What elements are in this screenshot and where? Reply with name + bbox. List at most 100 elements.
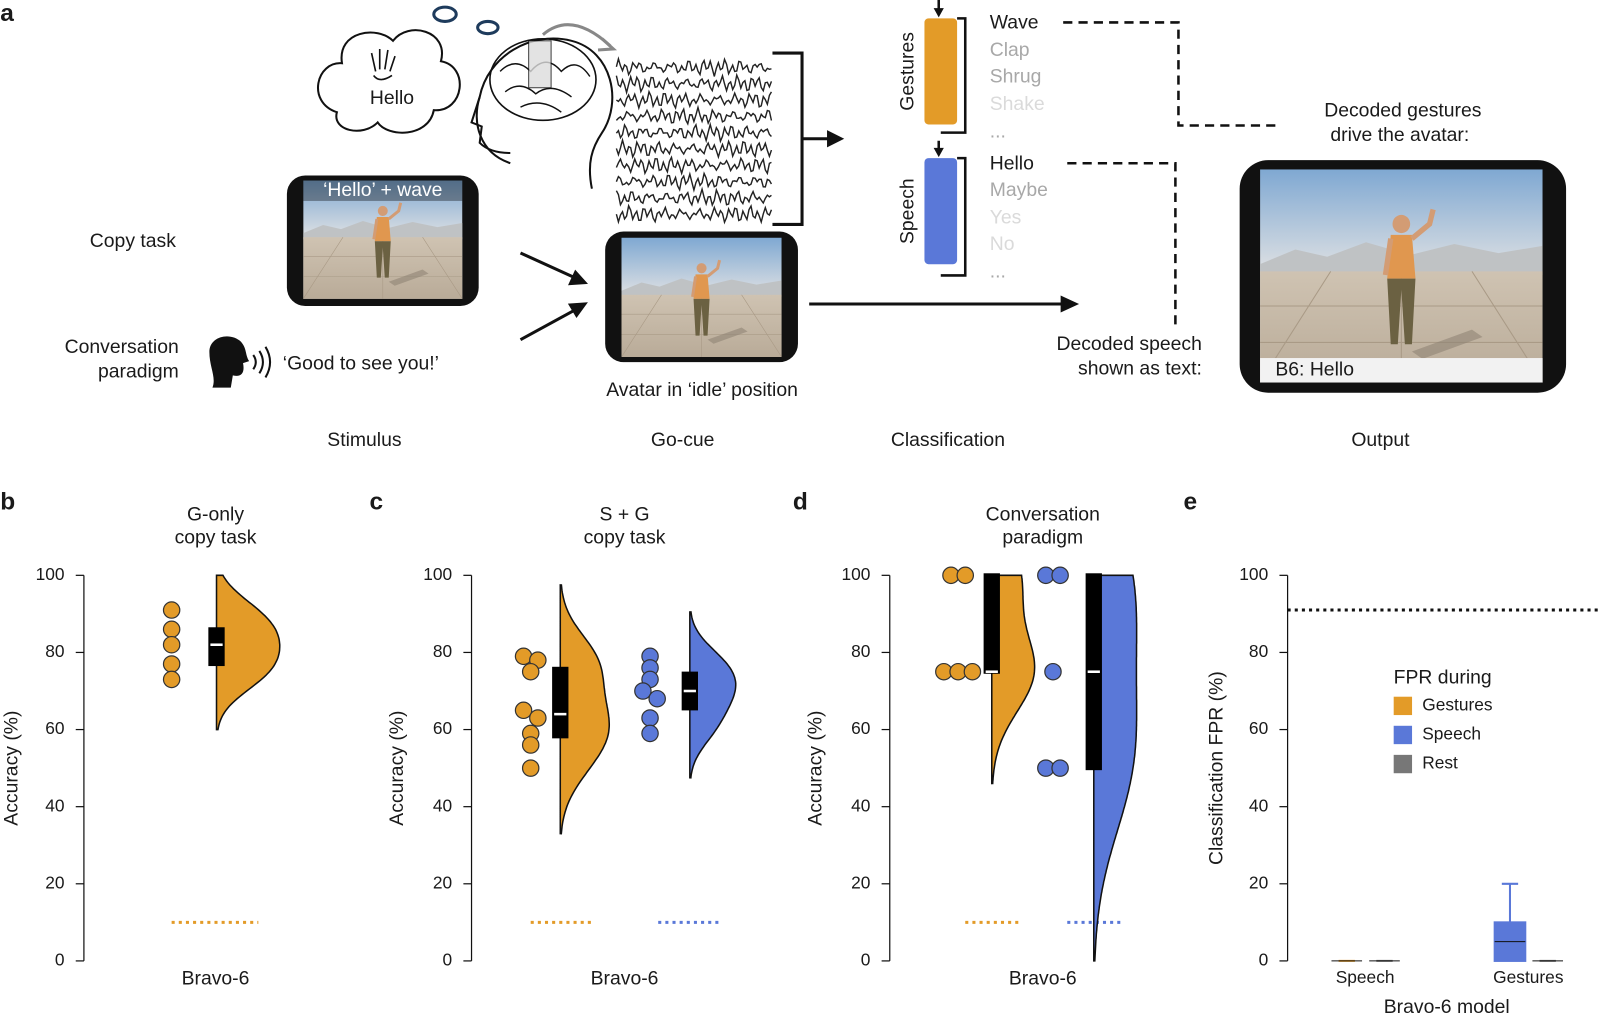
panel-letter: e bbox=[1184, 488, 1198, 515]
data-point bbox=[1044, 662, 1062, 681]
x-tick-label: Speech bbox=[1336, 967, 1395, 987]
go-cue-caption: Avatar in ‘idle’ position bbox=[606, 379, 798, 401]
signal-trace bbox=[615, 186, 772, 208]
copy-stimulus-caption: ‘Hello’ + wave bbox=[323, 179, 442, 201]
legend-swatch bbox=[1393, 696, 1413, 716]
neural-signals bbox=[615, 56, 773, 225]
data-point bbox=[963, 662, 982, 681]
signal-trace bbox=[615, 89, 773, 111]
conversation-label: paradigm bbox=[98, 360, 179, 382]
signal-trace bbox=[615, 137, 773, 160]
data-point bbox=[1051, 566, 1069, 585]
thought-cloud bbox=[317, 5, 500, 134]
speech-label: Speech bbox=[896, 178, 918, 244]
y-tick-label: 80 bbox=[851, 641, 870, 661]
class-label: No bbox=[990, 233, 1015, 255]
conversation-label: Conversation bbox=[65, 336, 179, 358]
signal-trace bbox=[615, 203, 773, 225]
data-point bbox=[634, 682, 652, 700]
gestures-label: Gestures bbox=[896, 32, 918, 111]
data-point bbox=[1051, 759, 1069, 777]
output-caption: B6: Hello bbox=[1275, 358, 1354, 380]
dashed-connectors bbox=[1063, 21, 1281, 329]
y-tick-label: 0 bbox=[55, 949, 65, 969]
y-tick-label: 60 bbox=[1249, 718, 1268, 738]
y-tick-label: 40 bbox=[45, 795, 64, 815]
y-tick-label: 20 bbox=[851, 872, 870, 892]
output-screen bbox=[1239, 160, 1567, 393]
data-point bbox=[162, 620, 181, 639]
chart-title: Conversation bbox=[986, 503, 1100, 525]
class-label: Maybe bbox=[990, 179, 1048, 201]
y-tick-label: 80 bbox=[1249, 641, 1268, 661]
chart-title: copy task bbox=[175, 527, 257, 549]
y-tick-label: 40 bbox=[433, 795, 452, 815]
class-label: ... bbox=[990, 121, 1006, 143]
box bbox=[208, 627, 225, 667]
y-axis-label: Accuracy (%) bbox=[804, 711, 826, 826]
conversation-stimulus: ‘Good to see you!’ bbox=[283, 352, 439, 374]
data-point bbox=[521, 662, 540, 681]
signal-trace bbox=[615, 171, 773, 193]
data-point bbox=[162, 601, 181, 619]
y-tick-label: 60 bbox=[433, 718, 452, 738]
data-point bbox=[641, 709, 659, 727]
class-label: Wave bbox=[990, 12, 1039, 34]
y-tick-label: 60 bbox=[45, 718, 64, 738]
chart-title: G-only bbox=[187, 503, 244, 525]
y-tick-label: 20 bbox=[433, 872, 452, 892]
chart-title: paradigm bbox=[1002, 527, 1083, 549]
go-cue-screen bbox=[605, 231, 798, 363]
y-tick-label: 0 bbox=[861, 949, 871, 969]
signal-bracket bbox=[772, 51, 845, 226]
x-tick-label: Bravo-6 bbox=[1009, 967, 1077, 989]
copy-stimulus-screen bbox=[286, 175, 479, 307]
y-tick-label: 0 bbox=[1259, 949, 1269, 969]
violin bbox=[1093, 574, 1138, 962]
data-point bbox=[529, 709, 547, 727]
y-tick-label: 100 bbox=[36, 564, 65, 584]
y-tick-label: 100 bbox=[423, 564, 452, 584]
box bbox=[552, 666, 569, 739]
class-label: Clap bbox=[990, 39, 1030, 61]
y-axis-label: Classification FPR (%) bbox=[1205, 671, 1227, 865]
y-tick-label: 0 bbox=[443, 949, 453, 969]
head-brain bbox=[470, 23, 618, 189]
y-tick-label: 80 bbox=[45, 641, 64, 661]
y-tick-label: 20 bbox=[45, 872, 64, 892]
copy-task-label: Copy task bbox=[90, 230, 176, 252]
class-label: Yes bbox=[990, 206, 1022, 228]
y-axis-label: Accuracy (%) bbox=[1, 711, 23, 826]
data-point bbox=[956, 566, 975, 585]
data-point bbox=[514, 701, 533, 720]
signal-trace bbox=[615, 121, 772, 144]
chart-title: copy task bbox=[584, 527, 666, 549]
class-label: Shake bbox=[990, 93, 1045, 115]
data-point bbox=[162, 655, 181, 673]
data-point bbox=[641, 724, 659, 743]
y-axis-label: Accuracy (%) bbox=[386, 711, 408, 826]
class-label: ... bbox=[990, 260, 1006, 282]
gesture-output-text: Decoded gestures bbox=[1324, 99, 1481, 121]
signal-trace bbox=[615, 56, 772, 77]
class-label: Hello bbox=[990, 152, 1034, 174]
legend-label: Speech bbox=[1422, 724, 1481, 744]
panel-letter: d bbox=[793, 488, 808, 515]
y-tick-label: 20 bbox=[1249, 872, 1268, 892]
y-tick-label: 100 bbox=[1239, 564, 1268, 584]
signal-trace bbox=[615, 72, 773, 96]
data-point bbox=[521, 736, 540, 754]
signal-trace bbox=[615, 104, 773, 126]
x-axis-label: Bravo-6 model bbox=[1384, 996, 1510, 1016]
y-tick-label: 60 bbox=[851, 718, 870, 738]
violin bbox=[559, 584, 611, 835]
speech-output-text: shown as text: bbox=[1078, 357, 1202, 379]
thought-text: Hello bbox=[370, 87, 414, 109]
gesture-output-text: drive the avatar: bbox=[1330, 124, 1469, 146]
violin bbox=[215, 574, 281, 731]
legend-title: FPR during bbox=[1394, 666, 1492, 688]
speaker-icon bbox=[209, 336, 272, 388]
stage-label: Classification bbox=[891, 429, 1005, 451]
